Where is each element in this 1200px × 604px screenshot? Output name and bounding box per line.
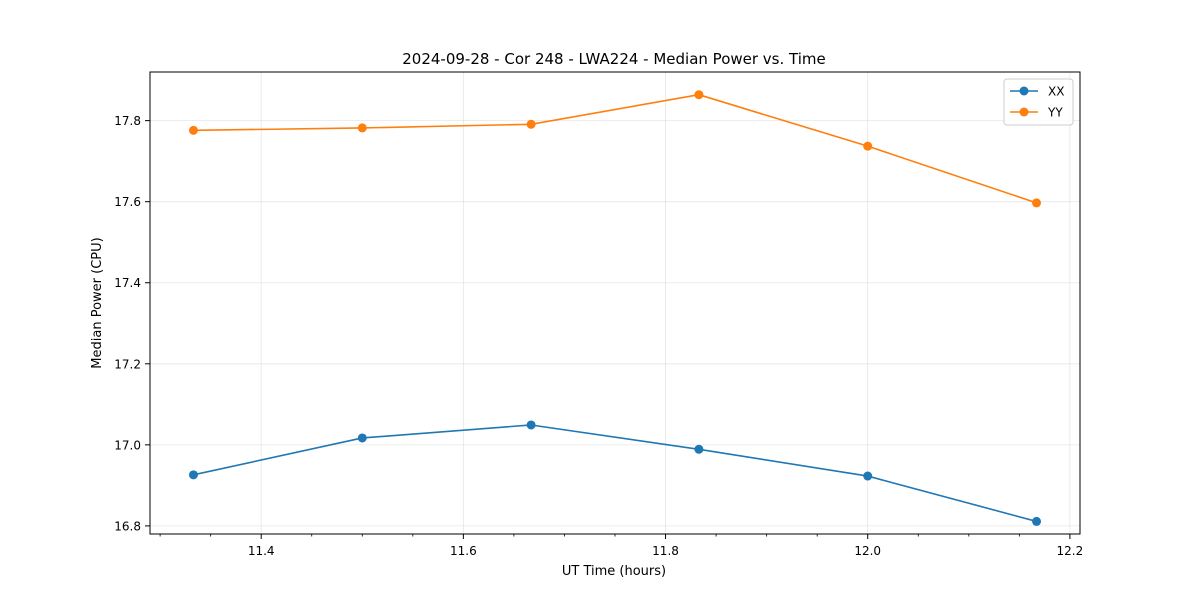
series-layer [188,90,1042,526]
x-tick-label: 12.0 [854,544,881,558]
y-axis-label: Median Power (CPU) [90,237,105,368]
y-tick-label: 17.6 [114,195,141,209]
x-tick-label: 11.4 [248,544,275,558]
data-point-yy [526,119,536,129]
legend-label-yy: YY [1047,106,1063,120]
legend: XX YY [1003,78,1074,126]
y-tick-label: 17.2 [114,357,141,371]
data-point-yy [357,123,367,133]
x-tick-label: 12.2 [1057,544,1084,558]
series-line-xx [193,424,1037,523]
data-point-yy [188,125,198,135]
data-point-yy [694,90,704,100]
legend-marker-yy [1019,107,1029,117]
x-axis-label: UT Time (hours) [562,564,666,579]
y-tick-label: 17.4 [114,276,141,290]
x-tick-label: 11.6 [450,544,477,558]
chart-title: 2024-09-28 - Cor 248 - LWA224 - Median P… [402,50,826,68]
series-line-yy [193,93,1037,204]
data-point-yy [1032,198,1042,208]
y-tick-label: 16.8 [114,519,141,533]
x-tick-label: 11.8 [652,544,679,558]
data-point-yy [863,141,873,151]
data-point-xx [1032,516,1042,526]
y-tick-label: 17.8 [114,114,141,128]
legend-label-xx: XX [1048,85,1064,99]
data-point-xx [694,444,704,454]
data-point-xx [357,433,367,443]
grid-lines [150,72,1080,534]
legend-marker-xx [1019,86,1029,96]
data-point-xx [188,470,198,480]
data-point-xx [526,420,536,430]
y-tick-label: 17.0 [114,438,141,452]
data-point-xx [863,471,873,481]
axis-ticks: 11.4 11.6 11.8 12.0 12.2 16.8 17.0 17.2 17.4 17.6… [114,114,1083,558]
